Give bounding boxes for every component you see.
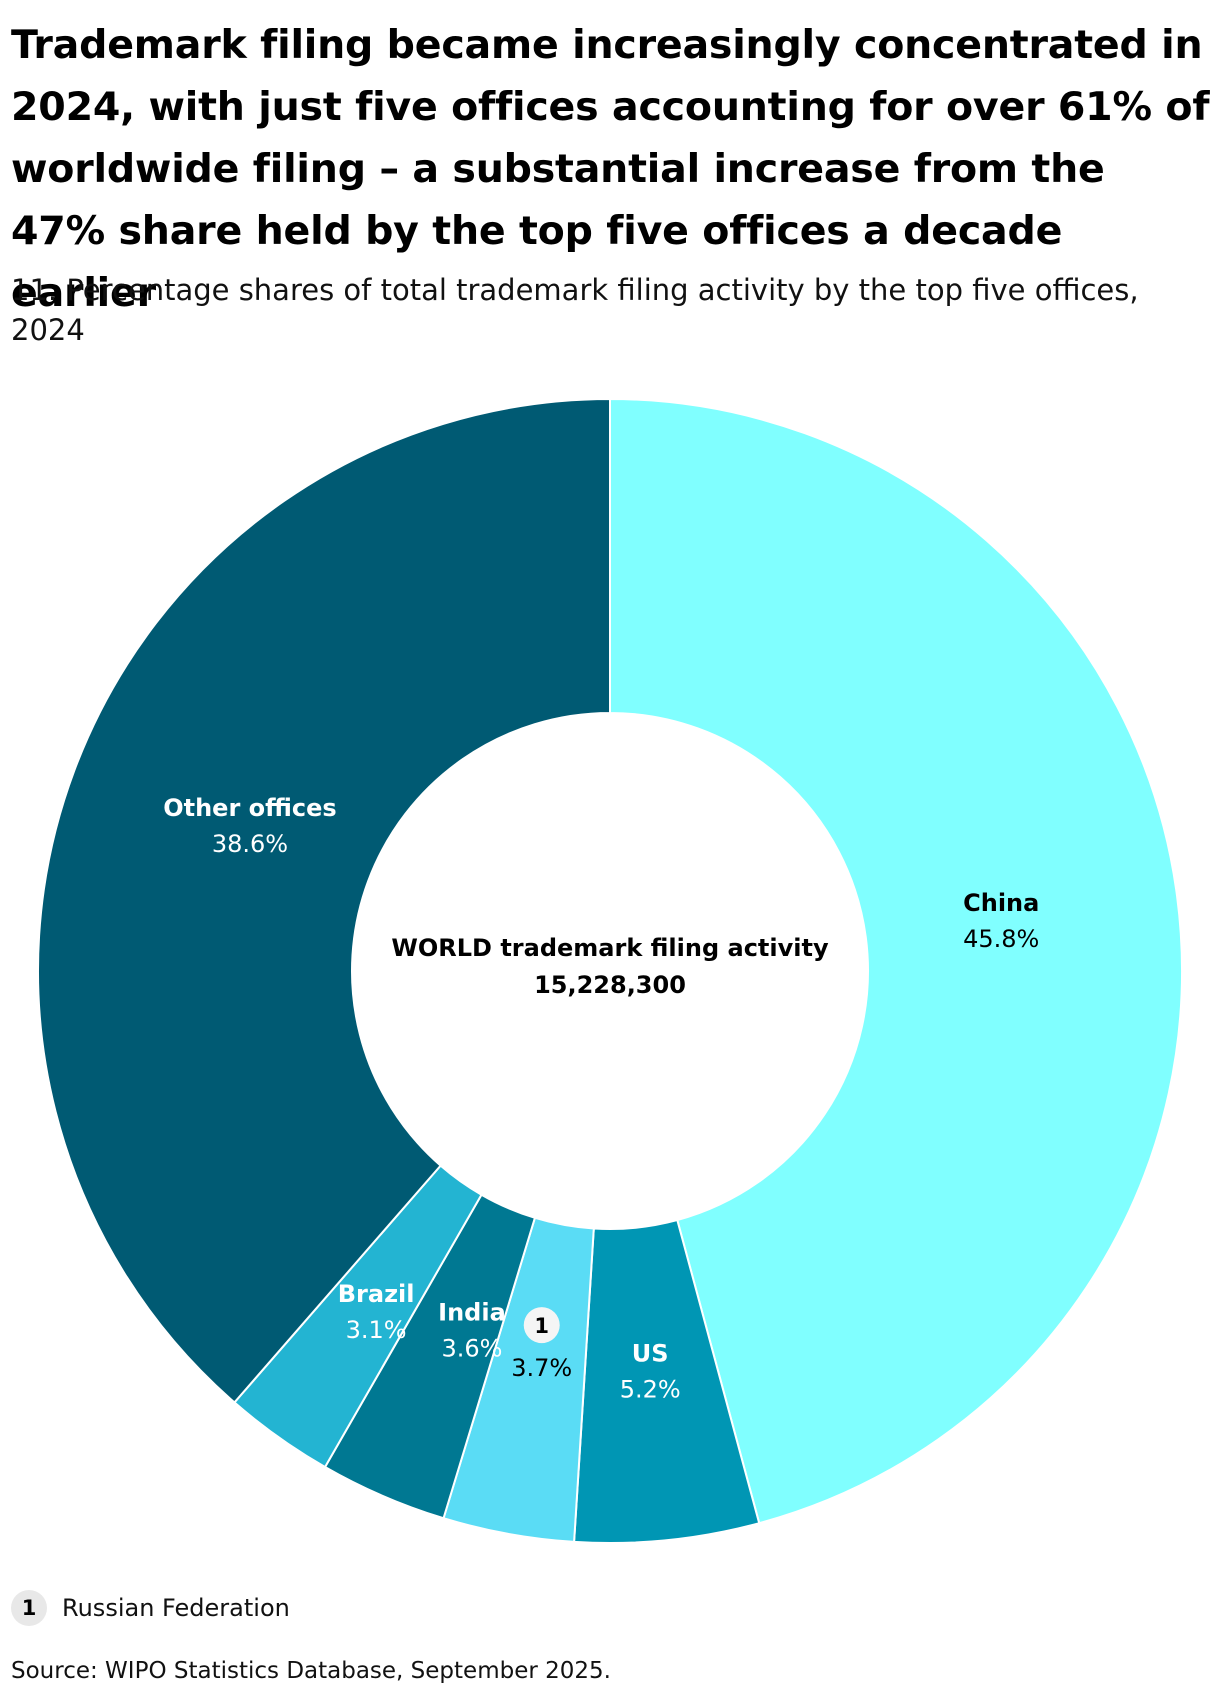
slice-badge-1 (523, 1307, 560, 1344)
donut-chart: China 45.8% US 5.2% 1 3.7%India 3.6% Brazil 3.1%… (37, 397, 1183, 1544)
legend: 1 Russian Federation (11, 1588, 290, 1628)
legend-label-russian-federation: Russian Federation (62, 1594, 290, 1622)
chart-title: Trademark filing became increasingly con… (11, 22, 1210, 316)
slice-label-china: China (963, 889, 1039, 917)
slice-badge-text: 1 (534, 1314, 549, 1338)
legend-badge-1: 1 (11, 1590, 47, 1626)
slice-label-brazil: Brazil (338, 1280, 415, 1308)
slice-value-india: 3.6% (441, 1335, 502, 1363)
slice-value-china: 45.8% (963, 925, 1039, 953)
slice-value-us: 5.2% (620, 1375, 681, 1403)
slice-value-russian-federation: 3.7% (511, 1354, 572, 1382)
slice-label-india: India (438, 1299, 506, 1327)
slice-label-other-offices: Other offices (163, 794, 336, 822)
slice-label-us: US (632, 1339, 669, 1367)
donut-slices (37, 397, 1183, 1544)
slice-china (609, 397, 1183, 1525)
slice-other-offices (37, 397, 611, 1404)
slice-labels: China 45.8% US 5.2% 1 3.7%India 3.6% Brazil 3.1%… (163, 794, 1039, 1404)
center-label-total: 15,228,300 (534, 971, 686, 999)
source-note: Source: WIPO Statistics Database, Septem… (11, 1658, 611, 1684)
center-label-title: WORLD trademark filing activity (391, 934, 829, 962)
chart-subtitle: 11. Percentage shares of total trademark… (11, 273, 1139, 347)
slice-value-other-offices: 38.6% (212, 830, 288, 858)
slice-value-brazil: 3.1% (346, 1316, 407, 1344)
